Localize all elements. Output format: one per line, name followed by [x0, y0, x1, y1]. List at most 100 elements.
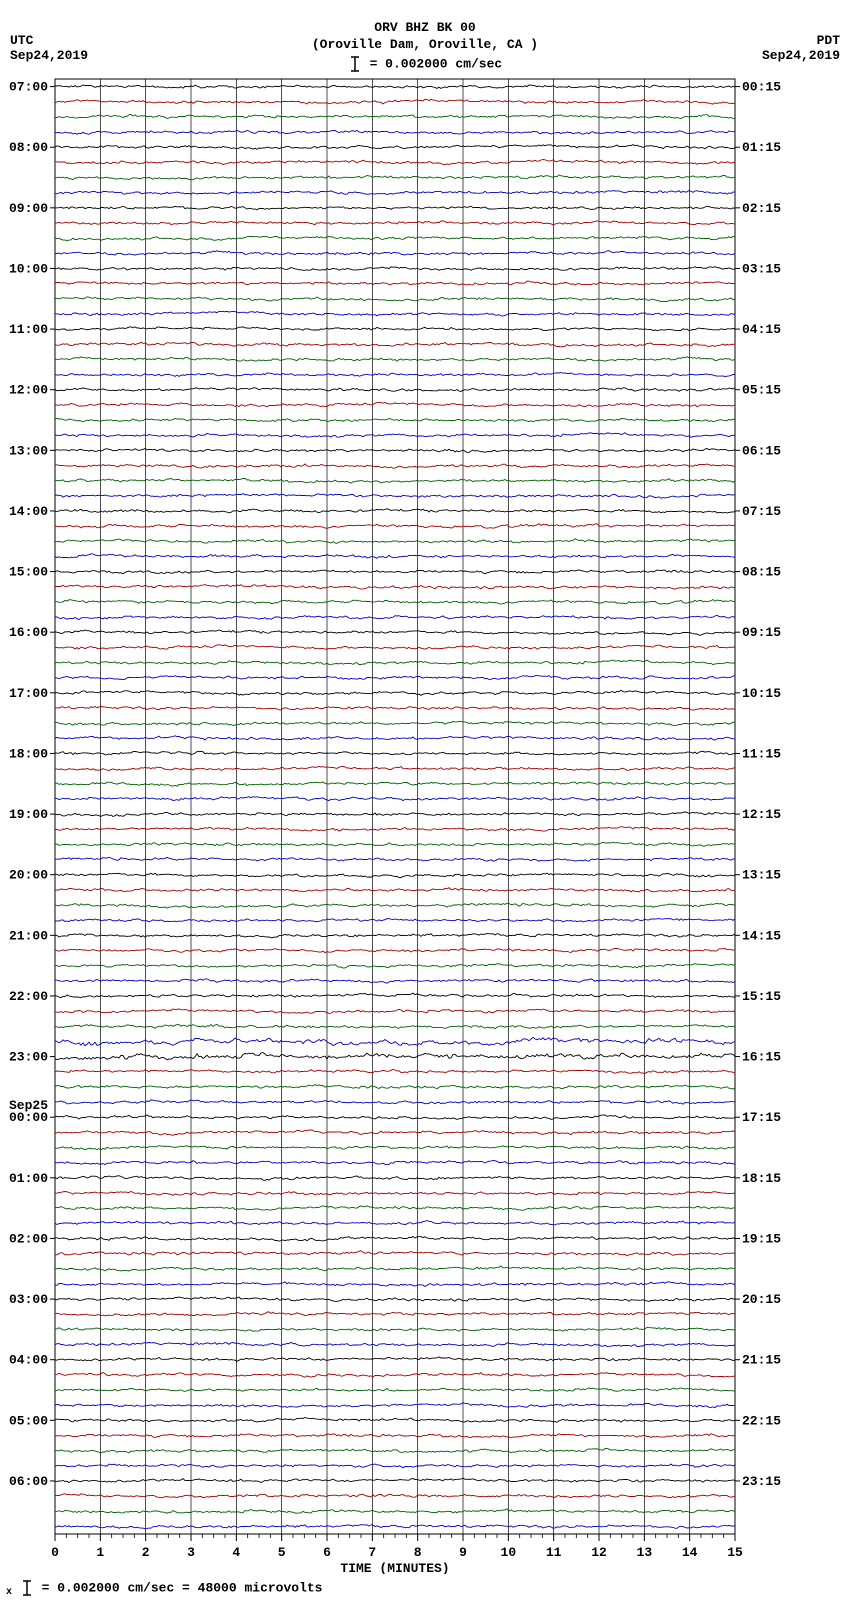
svg-text:0: 0 [51, 1545, 59, 1560]
seismo-trace [55, 1009, 735, 1013]
seismo-trace [55, 387, 735, 391]
svg-text:15: 15 [727, 1545, 743, 1560]
seismo-trace [55, 1037, 735, 1045]
seismo-trace [55, 812, 735, 817]
seismo-trace [55, 433, 735, 438]
seismo-trace [55, 206, 735, 210]
seismo-trace [55, 281, 735, 285]
seismo-trace [55, 190, 735, 194]
seismo-trace [55, 948, 735, 952]
seismo-trace [55, 1115, 735, 1119]
seismo-trace [55, 508, 735, 512]
seismo-trace [55, 857, 735, 861]
svg-text:04:00: 04:00 [9, 1352, 48, 1367]
svg-text:09:15: 09:15 [742, 625, 781, 640]
svg-text:21:00: 21:00 [9, 928, 48, 943]
seismo-trace [55, 1266, 735, 1271]
seismo-trace [55, 630, 735, 635]
seismo-trace [55, 1069, 735, 1073]
svg-text:00:00: 00:00 [9, 1110, 48, 1125]
svg-text:08:00: 08:00 [9, 140, 48, 155]
left-tz-label: UTC [10, 34, 88, 49]
seismo-trace [55, 1052, 735, 1059]
seismogram-chart: 0123456789101112131415TIME (MINUTES)07:0… [0, 74, 850, 1574]
seismo-trace [55, 903, 735, 908]
svg-text:23:00: 23:00 [9, 1049, 48, 1064]
seismo-trace [55, 706, 735, 710]
seismo-trace [55, 615, 735, 619]
seismo-trace [55, 1388, 735, 1392]
svg-text:22:00: 22:00 [9, 989, 48, 1004]
seismo-trace [55, 645, 735, 649]
seismo-trace [55, 1084, 735, 1089]
seismo-trace [55, 933, 735, 937]
seismo-trace [55, 1312, 735, 1316]
svg-text:07:00: 07:00 [9, 79, 48, 94]
seismo-trace [55, 963, 735, 967]
svg-text:19:00: 19:00 [9, 807, 48, 822]
seismo-trace [55, 782, 735, 787]
seismo-trace [55, 887, 735, 891]
svg-text:02:15: 02:15 [742, 201, 781, 216]
seismo-trace [55, 327, 735, 331]
svg-text:01:00: 01:00 [9, 1171, 48, 1186]
svg-text:03:00: 03:00 [9, 1292, 48, 1307]
seismo-trace [55, 493, 735, 498]
svg-text:19:15: 19:15 [742, 1231, 781, 1246]
seismo-trace [55, 826, 735, 831]
seismo-trace [55, 1250, 735, 1255]
seismo-trace [55, 159, 735, 164]
seismo-trace [55, 1282, 735, 1287]
svg-text:12: 12 [591, 1545, 607, 1560]
seismo-trace [55, 1220, 735, 1224]
seismo-trace [55, 1464, 735, 1468]
seismo-trace [55, 311, 735, 316]
svg-text:18:00: 18:00 [9, 746, 48, 761]
svg-text:16:00: 16:00 [9, 625, 48, 640]
seismo-trace [55, 297, 735, 302]
svg-text:05:00: 05:00 [9, 1413, 48, 1428]
seismo-trace [55, 721, 735, 725]
seismo-trace [55, 918, 735, 921]
seismo-trace [55, 842, 735, 846]
seismo-trace [55, 1160, 735, 1164]
seismo-trace [55, 1509, 735, 1513]
seismo-trace [55, 523, 735, 528]
seismo-trace [55, 130, 735, 134]
svg-text:12:15: 12:15 [742, 807, 781, 822]
svg-text:1: 1 [96, 1545, 104, 1560]
svg-text:3: 3 [187, 1545, 195, 1560]
seismo-trace [55, 1433, 735, 1437]
seismo-trace [55, 1100, 735, 1104]
svg-text:11: 11 [546, 1545, 562, 1560]
svg-text:5: 5 [278, 1545, 286, 1560]
svg-text:06:15: 06:15 [742, 443, 781, 458]
seismo-trace [55, 1448, 735, 1453]
seismo-trace [55, 220, 735, 224]
seismo-trace [55, 356, 735, 361]
svg-text:17:15: 17:15 [742, 1110, 781, 1125]
svg-text:8: 8 [414, 1545, 422, 1560]
svg-text:16:15: 16:15 [742, 1049, 781, 1064]
svg-text:08:15: 08:15 [742, 564, 781, 579]
svg-text:01:15: 01:15 [742, 140, 781, 155]
seismo-trace [55, 1417, 735, 1422]
seismo-trace [55, 1493, 735, 1497]
svg-text:18:15: 18:15 [742, 1171, 781, 1186]
left-date-label: Sep24,2019 [10, 49, 88, 64]
svg-text:14:15: 14:15 [742, 928, 781, 943]
svg-text:4: 4 [232, 1545, 240, 1560]
seismo-trace [55, 735, 735, 739]
svg-text:09:00: 09:00 [9, 201, 48, 216]
svg-text:11:00: 11:00 [9, 322, 48, 337]
seismo-trace [55, 1524, 735, 1528]
seismo-trace [55, 1372, 735, 1377]
seismo-trace [55, 1327, 735, 1331]
scale-indicator: = 0.002000 cm/sec [0, 54, 850, 74]
svg-text:13:00: 13:00 [9, 443, 48, 458]
seismo-trace [55, 993, 735, 998]
seismo-trace [55, 266, 735, 270]
svg-text:22:15: 22:15 [742, 1413, 781, 1428]
svg-text:05:15: 05:15 [742, 382, 781, 397]
seismo-trace [55, 144, 735, 149]
